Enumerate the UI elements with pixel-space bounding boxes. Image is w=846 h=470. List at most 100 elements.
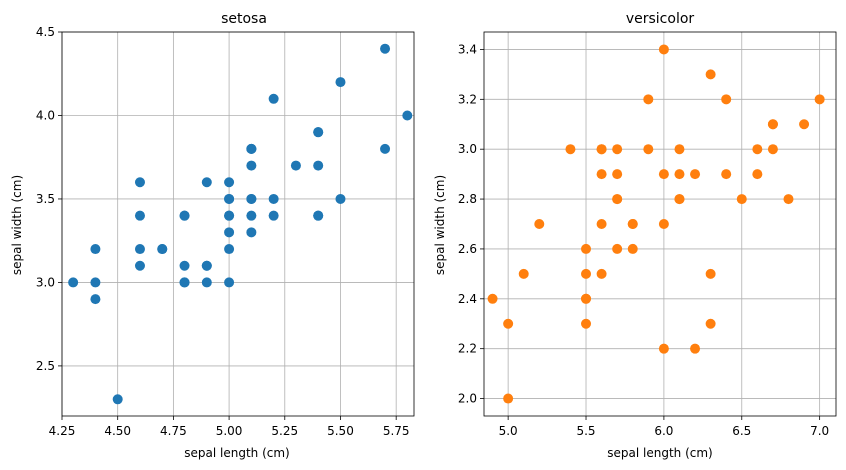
data-point-setosa-4: [224, 177, 235, 188]
data-point-versicolor-39: [581, 268, 592, 279]
x-axis-label-setosa: sepal length (cm): [184, 446, 289, 460]
data-point-setosa-26: [224, 210, 235, 221]
y-tick-label-setosa-1: 3.0: [36, 275, 55, 289]
x-tick-label-setosa-5: 5.50: [327, 424, 354, 438]
chart-title-versicolor: versicolor: [626, 11, 695, 27]
data-point-setosa-46: [246, 143, 257, 154]
data-point-setosa-22: [134, 177, 145, 188]
data-point-versicolor-32: [627, 219, 638, 229]
y-tick-label-setosa-2: 3.5: [36, 192, 55, 206]
data-point-versicolor-0: [814, 94, 825, 105]
data-point-setosa-35: [224, 244, 235, 255]
data-point-setosa-41: [112, 394, 123, 405]
y-tick-label-versicolor-2: 2.4: [458, 292, 477, 306]
data-point-versicolor-44: [596, 219, 607, 229]
data-point-versicolor-7: [487, 293, 498, 304]
data-point-setosa-45: [179, 277, 190, 288]
data-point-setosa-30: [179, 260, 190, 271]
x-axis-label-versicolor: sepal length (cm): [607, 446, 712, 460]
data-point-versicolor-31: [581, 293, 592, 304]
data-point-versicolor-18: [690, 343, 701, 354]
data-point-setosa-3: [134, 260, 145, 271]
data-point-versicolor-13: [674, 169, 685, 180]
data-point-versicolor-38: [596, 144, 607, 155]
data-point-versicolor-6: [705, 69, 716, 80]
data-point-versicolor-27: [767, 144, 778, 155]
data-point-setosa-48: [290, 160, 301, 171]
data-point-setosa-39: [246, 210, 257, 221]
data-point-setosa-36: [335, 193, 346, 204]
chart-title-setosa: setosa: [221, 11, 267, 27]
data-point-setosa-43: [224, 193, 235, 204]
data-point-versicolor-19: [596, 268, 607, 279]
y-axis-label-setosa: sepal width (cm): [10, 175, 24, 275]
data-point-setosa-25: [224, 277, 235, 288]
data-point-setosa-15: [380, 43, 391, 54]
data-point-versicolor-36: [767, 119, 778, 130]
data-point-versicolor-10: [503, 393, 514, 404]
data-point-versicolor-42: [627, 243, 638, 254]
data-point-versicolor-37: [705, 318, 716, 329]
data-point-versicolor-1: [721, 94, 732, 105]
data-point-versicolor-4: [736, 194, 747, 205]
y-tick-label-versicolor-5: 3.0: [458, 142, 477, 156]
data-point-setosa-17: [246, 193, 257, 204]
x-tick-label-versicolor-3: 6.5: [732, 424, 751, 438]
data-point-versicolor-46: [612, 169, 623, 180]
data-point-versicolor-9: [534, 219, 545, 229]
y-tick-label-setosa-4: 4.5: [36, 25, 55, 39]
data-point-setosa-37: [201, 177, 212, 188]
data-point-versicolor-29: [612, 243, 623, 254]
data-point-setosa-23: [246, 227, 257, 238]
data-point-setosa-42: [90, 244, 101, 255]
data-point-setosa-27: [268, 193, 279, 204]
data-point-setosa-33: [335, 77, 346, 88]
data-point-versicolor-28: [658, 169, 669, 180]
y-tick-label-setosa-3: 4.0: [36, 108, 55, 122]
data-point-versicolor-49: [612, 194, 623, 205]
data-point-versicolor-3: [581, 318, 592, 329]
data-point-setosa-38: [90, 277, 101, 288]
x-tick-label-setosa-1: 4.50: [104, 424, 131, 438]
data-point-setosa-21: [246, 160, 257, 171]
x-tick-label-versicolor-1: 5.5: [576, 424, 595, 438]
data-point-setosa-14: [402, 110, 413, 121]
data-point-versicolor-41: [674, 144, 685, 155]
x-tick-label-setosa-3: 5.00: [216, 424, 243, 438]
x-tick-label-versicolor-2: 6.0: [654, 424, 673, 438]
x-tick-label-setosa-4: 5.25: [271, 424, 298, 438]
plot-frame-versicolor: [483, 31, 837, 417]
data-point-setosa-10: [313, 160, 324, 171]
data-point-versicolor-14: [596, 169, 607, 180]
y-tick-label-versicolor-0: 2.0: [458, 392, 477, 406]
data-point-setosa-47: [134, 244, 145, 255]
data-point-versicolor-12: [658, 343, 669, 354]
data-point-versicolor-43: [503, 318, 514, 329]
x-tick-label-versicolor-0: 5.0: [499, 424, 518, 438]
y-tick-label-versicolor-1: 2.2: [458, 342, 477, 356]
data-point-setosa-24: [179, 210, 190, 221]
data-point-setosa-32: [268, 93, 279, 104]
x-tick-label-setosa-0: 4.25: [49, 424, 76, 438]
x-tick-label-versicolor-4: 7.0: [810, 424, 829, 438]
data-point-versicolor-40: [581, 243, 592, 254]
plot-frame-setosa: [61, 31, 415, 417]
data-point-versicolor-26: [783, 194, 794, 205]
data-point-setosa-16: [313, 127, 324, 138]
data-point-versicolor-11: [643, 144, 654, 155]
data-point-versicolor-47: [690, 169, 701, 180]
subplot-versicolor: versicolor sepal length (cm) sepal width…: [433, 11, 837, 460]
data-point-versicolor-25: [752, 144, 763, 155]
data-point-setosa-8: [90, 294, 101, 305]
data-point-setosa-28: [268, 210, 279, 221]
data-point-versicolor-34: [565, 144, 576, 155]
data-point-setosa-13: [68, 277, 79, 288]
data-point-versicolor-35: [658, 44, 669, 55]
subplot-setosa: setosa sepal length (cm) sepal width (cm…: [10, 11, 415, 460]
y-tick-label-setosa-0: 2.5: [36, 359, 55, 373]
x-tick-label-setosa-6: 5.75: [383, 424, 410, 438]
data-point-setosa-6: [134, 210, 145, 221]
data-point-setosa-49: [224, 227, 235, 238]
data-point-versicolor-8: [752, 169, 763, 180]
